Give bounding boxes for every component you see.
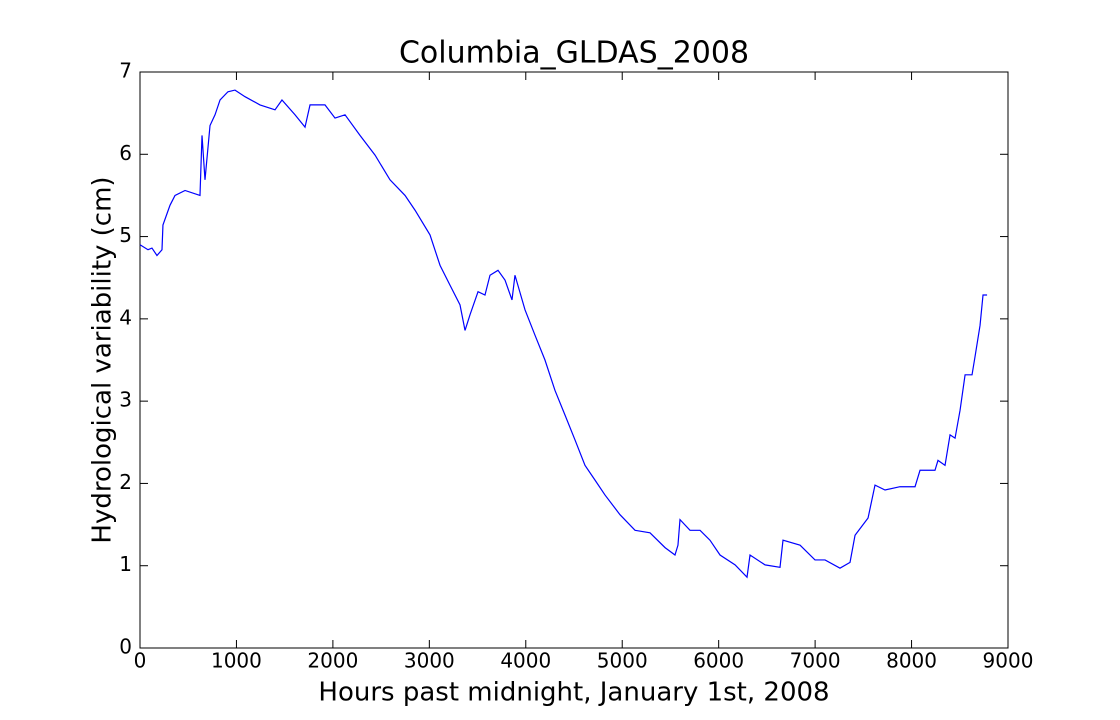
x-tick-label: 2000 — [307, 649, 358, 673]
y-tick-label: 5 — [119, 223, 132, 247]
x-tick-label: 6000 — [693, 649, 744, 673]
y-tick-label: 0 — [119, 635, 132, 659]
chart-title: Columbia_GLDAS_2008 — [399, 36, 749, 71]
y-tick-label: 7 — [119, 59, 132, 83]
data-line — [139, 89, 988, 579]
y-tick-label: 6 — [119, 141, 132, 165]
plot-frame — [139, 71, 1009, 649]
y-axis-label: Hydrological variability (cm) — [88, 176, 118, 543]
x-tick-label: 4000 — [500, 649, 551, 673]
y-tick-label: 3 — [119, 388, 132, 412]
x-tick-label: 7000 — [790, 649, 841, 673]
x-tick-label: 3000 — [404, 649, 455, 673]
x-tick-label: 0 — [134, 649, 147, 673]
y-tick-label: 4 — [119, 305, 132, 329]
y-tick-label: 2 — [119, 470, 132, 494]
x-tick-label: 8000 — [886, 649, 937, 673]
x-tick-label: 5000 — [597, 649, 648, 673]
x-tick-label: 1000 — [211, 649, 262, 673]
x-tick-label: 9000 — [983, 649, 1034, 673]
x-axis-label: Hours past midnight, January 1st, 2008 — [318, 678, 829, 708]
y-tick-label: 1 — [119, 552, 132, 576]
